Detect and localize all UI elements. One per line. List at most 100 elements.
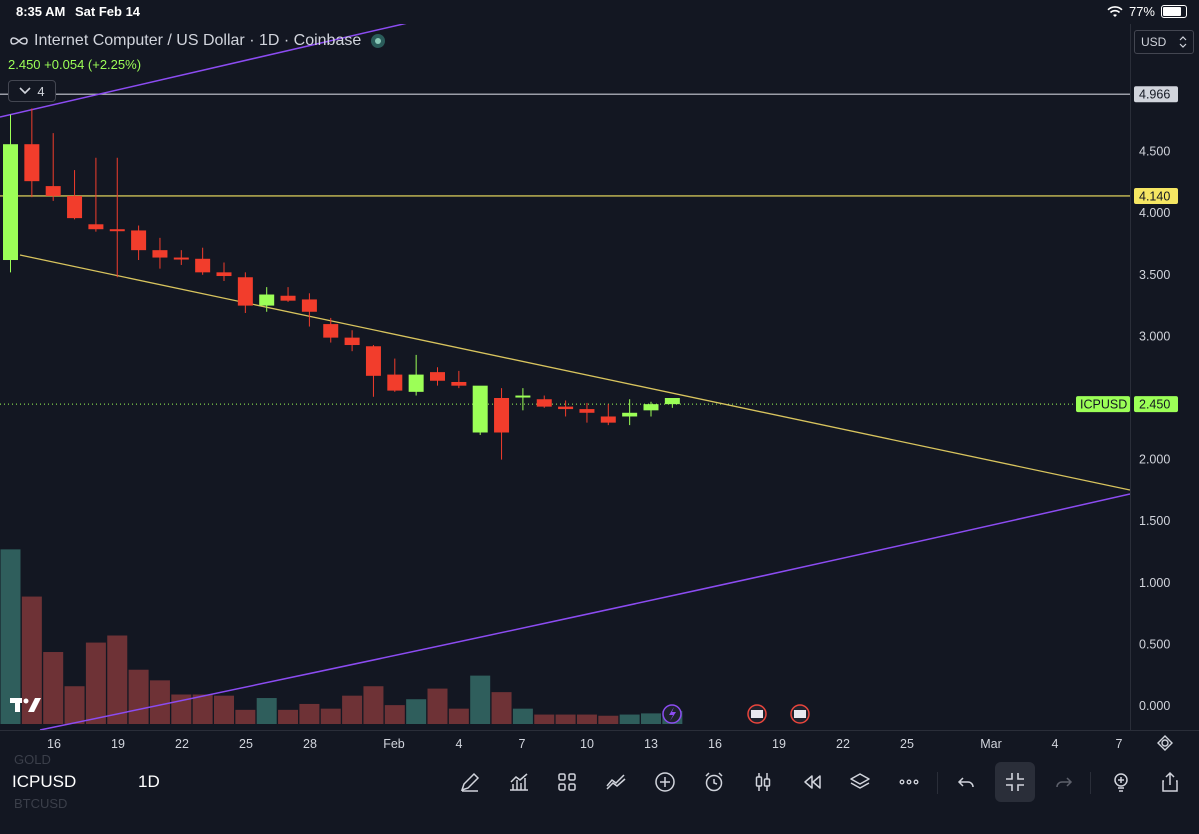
candle-body[interactable] [259, 294, 275, 306]
time-tick-label: 19 [111, 737, 125, 751]
share-button[interactable] [1154, 766, 1186, 798]
trendline-upper-purple[interactable] [0, 24, 412, 118]
candle-body[interactable] [173, 257, 189, 260]
status-date: Sat Feb 14 [75, 4, 141, 19]
market-status-icon[interactable] [371, 34, 386, 48]
candle-body[interactable] [195, 258, 211, 273]
candle-body[interactable] [494, 398, 510, 433]
candle-body[interactable] [643, 404, 659, 411]
us-flag-event-icon[interactable] [790, 704, 810, 724]
volume-bar [641, 713, 661, 724]
price-chart[interactable]: ICPUSD [0, 24, 1130, 730]
volume-bar [85, 642, 106, 724]
time-tick-label: 25 [900, 737, 914, 751]
volume-bar [491, 692, 512, 724]
chart-type-button[interactable] [747, 766, 779, 798]
volume-bar [256, 698, 277, 724]
candle-body[interactable] [109, 229, 125, 232]
candle-body[interactable] [280, 295, 296, 301]
time-tick-label: 22 [836, 737, 850, 751]
indicator-count: 4 [37, 83, 45, 99]
plus-circle-icon [655, 772, 675, 792]
candle-body[interactable] [323, 324, 339, 338]
watchlist-next-symbol[interactable]: BTCUSD [14, 796, 68, 811]
replay-button[interactable] [796, 766, 828, 798]
trendline-yellow[interactable] [19, 254, 1130, 491]
candle-body[interactable] [387, 374, 403, 391]
candle-body[interactable] [24, 144, 40, 182]
volume-bar [406, 699, 427, 724]
time-axis[interactable]: 16 19 22 25 28 Feb 4 7 10 13 16 19 22 25 Mar 4 7 [0, 730, 1199, 756]
price-axis[interactable]: 4.500 4.000 3.500 3.000 2.000 1.500 1.000 0.500… [1130, 24, 1199, 730]
candle-body[interactable] [45, 186, 61, 196]
candle-body[interactable] [472, 385, 488, 433]
price-tick-label: 4.000 [1139, 206, 1170, 220]
redo-button[interactable] [1048, 766, 1080, 798]
candle-body[interactable] [216, 272, 232, 277]
toolbar-divider [1090, 772, 1091, 794]
volume-bar [384, 705, 405, 724]
tradingview-logo [10, 696, 44, 717]
candle-body[interactable] [131, 230, 147, 251]
undo-button[interactable] [950, 766, 982, 798]
price-label-text: 4.140 [1139, 189, 1170, 203]
indicators-collapse-button[interactable]: 4 [8, 80, 56, 102]
fullscreen-exit-button[interactable] [995, 762, 1035, 802]
volume-bar [299, 703, 320, 724]
candle-body[interactable] [408, 374, 424, 392]
symbol-button[interactable]: ICPUSD [12, 772, 77, 791]
currency-select[interactable]: USD [1134, 30, 1194, 54]
volume-bar [320, 708, 341, 724]
candle-body[interactable] [664, 398, 680, 405]
status-bar: 8:35 AM Sat Feb 14 77% [0, 0, 1199, 24]
volume-bar [512, 708, 533, 724]
drawing-tools-button[interactable] [454, 766, 486, 798]
candle-body[interactable] [88, 224, 104, 230]
price-change-value: +0.054 (+2.25%) [44, 57, 142, 72]
compare-lines-icon [606, 774, 626, 790]
volume-bar [64, 686, 85, 724]
lightbulb-icon [1114, 773, 1128, 792]
last-price: 2.450 [8, 57, 41, 72]
indicators-button[interactable] [503, 766, 535, 798]
candle-body[interactable] [558, 406, 574, 410]
watchlist-prev-symbol[interactable]: GOLD [14, 752, 51, 767]
candle-body[interactable] [365, 346, 381, 376]
more-button[interactable] [893, 766, 925, 798]
compare-button[interactable] [600, 766, 632, 798]
interval-button[interactable]: 1D [138, 772, 160, 791]
candle-body[interactable] [579, 409, 595, 413]
candle-body[interactable] [152, 250, 168, 258]
object-tree-button[interactable] [844, 766, 876, 798]
us-flag-event-icon[interactable] [747, 704, 767, 724]
candle-body[interactable] [237, 277, 253, 306]
lightning-event-icon[interactable] [662, 704, 682, 724]
redo-icon [1056, 777, 1073, 788]
candle-body[interactable] [344, 337, 360, 346]
candle-body[interactable] [451, 381, 467, 386]
candle-body[interactable] [515, 395, 531, 398]
chevron-down-icon [19, 87, 31, 95]
volume-bar [192, 694, 213, 724]
candle-body[interactable] [600, 416, 616, 423]
volume-bar [363, 686, 384, 724]
settings-gear-icon[interactable] [1157, 735, 1173, 751]
candle-body[interactable] [622, 412, 638, 417]
alert-button[interactable] [698, 766, 730, 798]
ideas-button[interactable] [1105, 766, 1137, 798]
volume-bar [0, 549, 21, 724]
chart-indicator-icon [510, 773, 528, 791]
candle-body[interactable] [536, 399, 552, 407]
candle-body[interactable] [67, 195, 83, 219]
status-time: 8:35 AM [16, 4, 66, 19]
candle-body[interactable] [301, 299, 317, 312]
layouts-button[interactable] [551, 766, 583, 798]
volume-bar [576, 714, 597, 724]
chart-legend[interactable]: Internet Computer / US Dollar · 1D · Coi… [10, 32, 386, 50]
price-tick-label: 3.000 [1139, 329, 1170, 343]
trendline-lower-purple[interactable] [39, 493, 1130, 730]
price-label-text: 2.450 [1139, 398, 1170, 412]
candle-body[interactable] [3, 144, 18, 261]
candle-body[interactable] [430, 372, 445, 381]
add-button[interactable] [649, 766, 681, 798]
